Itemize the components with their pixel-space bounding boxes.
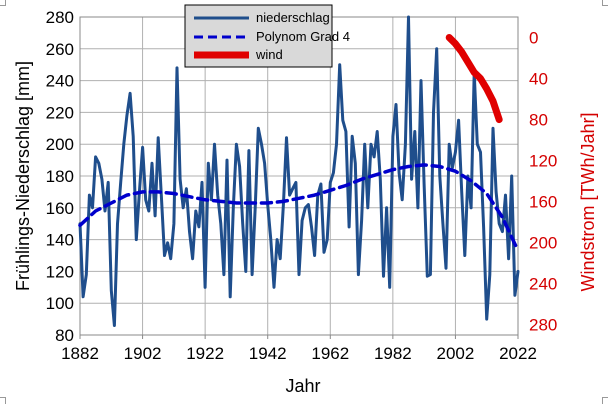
- y-tick-label: 240: [46, 72, 74, 91]
- y2-axis-label: Windstrom [TWh/Jahr]: [578, 112, 598, 291]
- y-tick-label: 160: [46, 199, 74, 218]
- x-tick-label: 1962: [311, 344, 349, 363]
- x-tick-label: 2022: [499, 344, 537, 363]
- y2-tick-label: 240: [529, 275, 557, 294]
- series-layer: [78, 15, 520, 327]
- page-corner-mark: [0, 0, 6, 6]
- y-tick-label: 220: [46, 103, 74, 122]
- legend-polynom-label: Polynom Grad 4: [256, 29, 350, 44]
- y-tick-label: 260: [46, 40, 74, 59]
- y-axis-label: Frühlings-Niederschlag [mm]: [13, 61, 33, 291]
- y-tick-label: 80: [55, 326, 74, 345]
- x-tick-label: 1982: [374, 344, 412, 363]
- y-tick-label: 200: [46, 135, 74, 154]
- x-tick-label: 1902: [124, 344, 162, 363]
- legend-niederschlag-label: niederschlag: [256, 10, 330, 25]
- x-axis-label: Jahr: [285, 376, 320, 396]
- legend-wind-label: wind: [255, 47, 283, 62]
- y2-tick-label: 200: [529, 234, 557, 253]
- page-corner-mark: [0, 397, 6, 404]
- series-line-niederschlag: [78, 15, 520, 327]
- y-tick-label: 280: [46, 8, 74, 27]
- y-tick-label: 100: [46, 294, 74, 313]
- series-line-wind: [445, 34, 503, 124]
- y2-tick-label: 280: [529, 316, 557, 335]
- x-tick-label: 1882: [61, 344, 99, 363]
- legend: niederschlag Polynom Grad 4 wind: [184, 4, 350, 68]
- x-tick-label: 1942: [249, 344, 287, 363]
- x-tick-label: 2002: [437, 344, 475, 363]
- x-tick-label: 1922: [186, 344, 224, 363]
- axes: 80 100 120 140 160 180 200 220 240 260 280 1882 1902…: [46, 8, 558, 363]
- y-tick-label: 140: [46, 231, 74, 250]
- page-corner-mark: [602, 0, 608, 6]
- y2-tick-label: 40: [529, 70, 548, 89]
- y2-tick-label: 120: [529, 152, 557, 171]
- series-line-polynom-grad-4: [78, 163, 520, 253]
- y-tick-label: 180: [46, 167, 74, 186]
- y2-tick-label: 160: [529, 193, 557, 212]
- y-tick-label: 120: [46, 262, 74, 281]
- page-corner-mark: [602, 397, 608, 404]
- y2-tick-label: 0: [529, 29, 538, 48]
- y2-tick-label: 80: [529, 111, 548, 130]
